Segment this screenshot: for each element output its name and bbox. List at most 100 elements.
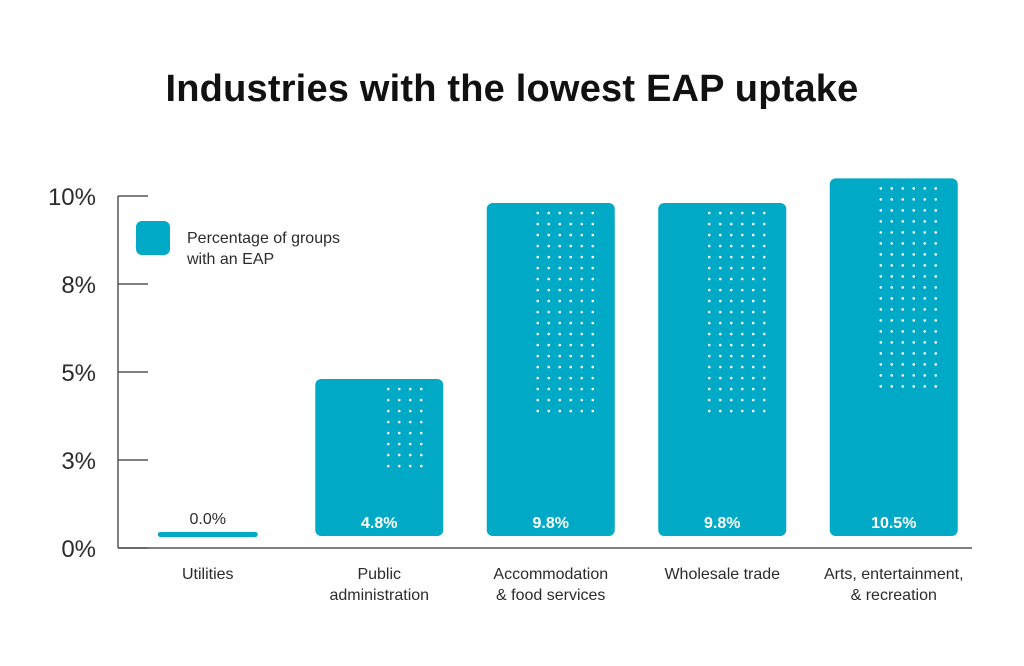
dot [879,308,883,311]
dot [558,266,562,270]
bar-group: 4.8% [315,379,444,536]
dot [408,409,412,413]
bar [658,203,787,537]
dot [729,365,733,369]
dot [751,299,755,303]
dot [890,385,894,388]
bar-value-label: 4.8% [361,515,397,532]
dot [408,398,412,402]
dot [934,209,938,212]
dot [729,321,733,325]
dot [386,464,390,468]
dot [591,299,595,303]
dot [718,244,722,248]
dot [558,409,562,413]
dot [569,398,573,402]
dot [707,233,711,237]
dot [718,222,722,226]
dot [923,319,927,322]
dot [740,310,744,314]
dot [879,352,883,355]
dot [419,453,423,457]
dot [558,288,562,292]
dot [718,288,722,292]
dot [762,299,766,303]
dot [751,398,755,402]
dot [591,255,595,259]
y-tick-label: 8% [61,272,96,299]
dot [558,277,562,281]
dot [923,242,927,245]
bar-value-label: 9.8% [704,515,740,532]
dot [901,286,905,289]
dot [536,387,540,391]
dot [762,266,766,270]
dot [890,363,894,366]
dot [740,354,744,358]
dot [901,187,905,190]
dot [558,332,562,336]
dot [580,365,584,369]
dot [890,198,894,201]
dot [912,242,916,245]
dot [591,310,595,314]
dot [569,310,573,314]
dot [397,442,401,446]
dot [397,464,401,468]
dot [751,409,755,413]
dot [408,387,412,391]
dot [923,374,927,377]
dot [707,409,711,413]
dot [901,209,905,212]
dot [591,288,595,292]
dot [591,398,595,402]
dot [558,233,562,237]
bar-dot-pattern [386,387,423,468]
dot [934,341,938,344]
dot [536,222,540,226]
dot [718,332,722,336]
dot [901,352,905,355]
dot [762,332,766,336]
dot [580,310,584,314]
dot [408,442,412,446]
dot [408,464,412,468]
dot [580,299,584,303]
dot [591,266,595,270]
dot [718,233,722,237]
dot [536,266,540,270]
dot [901,242,905,245]
dot [912,286,916,289]
dot [718,376,722,380]
dot [536,343,540,347]
dot [912,363,916,366]
dot [890,253,894,256]
dot [536,365,540,369]
dot [397,453,401,457]
dot [912,220,916,223]
dot [890,330,894,333]
dot [901,319,905,322]
dot [729,211,733,215]
dot [569,332,573,336]
dot [751,343,755,347]
dot [762,277,766,281]
dot [934,253,938,256]
dot [386,409,390,413]
dot [718,321,722,325]
dot [890,242,894,245]
dot [879,264,883,267]
dot [558,343,562,347]
dot [707,266,711,270]
dot [547,387,551,391]
dot [547,244,551,248]
bar-dot-pattern [536,211,595,413]
x-category-label: Utilities [182,566,234,583]
dot [923,253,927,256]
dot [707,343,711,347]
dot [580,332,584,336]
dot [740,365,744,369]
dot [740,387,744,391]
dot [408,431,412,435]
dot [762,310,766,314]
